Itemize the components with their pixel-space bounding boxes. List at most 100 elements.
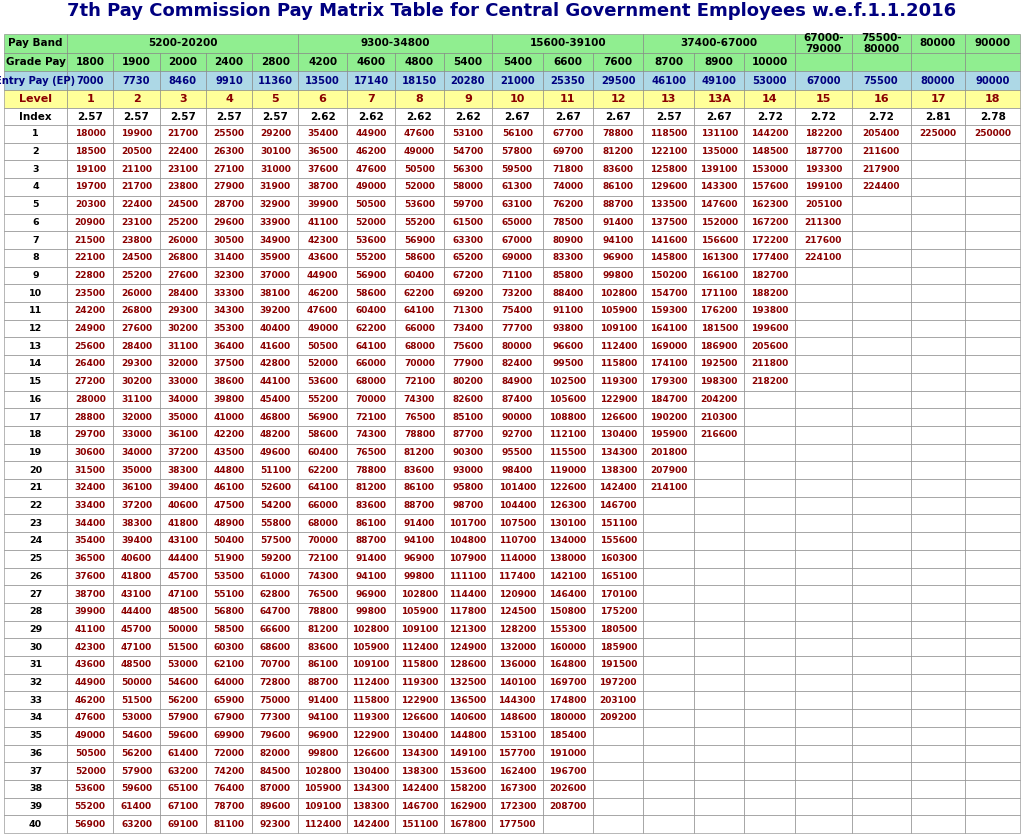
Bar: [68, 195, 114, 214]
Text: 20300: 20300: [75, 200, 105, 209]
Bar: [910, 355, 966, 372]
Bar: [68, 674, 114, 691]
Text: 33400: 33400: [75, 501, 105, 510]
Text: 91400: 91400: [602, 218, 634, 227]
Bar: [298, 532, 347, 549]
Text: 2.57: 2.57: [262, 112, 289, 122]
Text: 112400: 112400: [352, 678, 390, 687]
Text: 38100: 38100: [260, 289, 291, 297]
Text: 211800: 211800: [751, 359, 788, 368]
Bar: [910, 408, 966, 426]
Text: 4800: 4800: [404, 57, 434, 67]
Text: 180500: 180500: [600, 625, 637, 634]
Bar: [114, 320, 160, 337]
Bar: [252, 497, 298, 514]
Bar: [347, 231, 395, 249]
Bar: [795, 638, 852, 656]
Bar: [643, 408, 694, 426]
Text: 44900: 44900: [307, 271, 338, 280]
Bar: [492, 195, 543, 214]
Text: 2.57: 2.57: [77, 112, 103, 122]
Text: 13: 13: [662, 94, 677, 104]
Text: 42300: 42300: [307, 235, 338, 245]
Bar: [694, 214, 744, 231]
Bar: [114, 656, 160, 674]
Bar: [744, 726, 795, 745]
Bar: [852, 355, 910, 372]
Text: 172200: 172200: [751, 235, 788, 245]
Text: 6: 6: [318, 94, 327, 104]
Text: 167200: 167200: [751, 218, 788, 227]
Bar: [443, 549, 492, 568]
Text: 186900: 186900: [700, 342, 738, 351]
Bar: [966, 160, 1020, 178]
Text: 60400: 60400: [403, 271, 435, 280]
Bar: [852, 443, 910, 461]
Text: 82000: 82000: [260, 749, 291, 758]
Bar: [4, 372, 68, 391]
Bar: [298, 53, 347, 71]
Bar: [744, 266, 795, 284]
Bar: [252, 638, 298, 656]
Text: 34000: 34000: [121, 448, 152, 457]
Bar: [114, 479, 160, 497]
Text: 51100: 51100: [260, 466, 291, 474]
Text: 115800: 115800: [600, 359, 637, 368]
Bar: [4, 214, 68, 231]
Bar: [694, 249, 744, 266]
Text: 39200: 39200: [260, 306, 291, 316]
Bar: [593, 549, 643, 568]
Bar: [252, 108, 298, 125]
Bar: [252, 195, 298, 214]
Text: 43100: 43100: [167, 536, 199, 545]
Text: 69900: 69900: [213, 731, 245, 740]
Bar: [252, 160, 298, 178]
Bar: [852, 726, 910, 745]
Bar: [4, 514, 68, 532]
Text: 67100: 67100: [167, 802, 199, 811]
Bar: [910, 762, 966, 780]
Bar: [443, 231, 492, 249]
Bar: [114, 408, 160, 426]
Text: 58000: 58000: [453, 183, 483, 191]
Text: 142400: 142400: [352, 820, 390, 828]
Text: 124500: 124500: [499, 607, 536, 616]
Bar: [160, 160, 206, 178]
Bar: [395, 726, 443, 745]
Text: 96900: 96900: [355, 590, 387, 599]
Text: 26300: 26300: [214, 147, 245, 156]
Bar: [492, 34, 643, 53]
Text: 119300: 119300: [352, 713, 390, 722]
Bar: [910, 514, 966, 532]
Bar: [966, 603, 1020, 620]
Text: 64100: 64100: [355, 342, 387, 351]
Text: 35400: 35400: [307, 129, 338, 139]
Bar: [206, 408, 252, 426]
Text: 54600: 54600: [167, 678, 199, 687]
Bar: [252, 408, 298, 426]
Bar: [68, 514, 114, 532]
Text: 31500: 31500: [75, 466, 105, 474]
Bar: [910, 479, 966, 497]
Bar: [252, 514, 298, 532]
Text: 14: 14: [29, 359, 42, 368]
Bar: [852, 674, 910, 691]
Bar: [252, 656, 298, 674]
Text: 125800: 125800: [650, 164, 687, 174]
Bar: [298, 603, 347, 620]
Bar: [160, 709, 206, 726]
Bar: [910, 266, 966, 284]
Bar: [206, 266, 252, 284]
Text: 161300: 161300: [700, 253, 738, 262]
Text: 41800: 41800: [121, 572, 153, 581]
Text: 48500: 48500: [121, 660, 153, 670]
Text: 84500: 84500: [260, 767, 291, 776]
Text: 71100: 71100: [502, 271, 532, 280]
Bar: [492, 745, 543, 762]
Text: 152000: 152000: [700, 218, 737, 227]
Text: 96900: 96900: [307, 731, 338, 740]
Text: 6: 6: [32, 218, 39, 227]
Bar: [744, 479, 795, 497]
Text: 22100: 22100: [75, 253, 105, 262]
Text: 74200: 74200: [213, 767, 245, 776]
